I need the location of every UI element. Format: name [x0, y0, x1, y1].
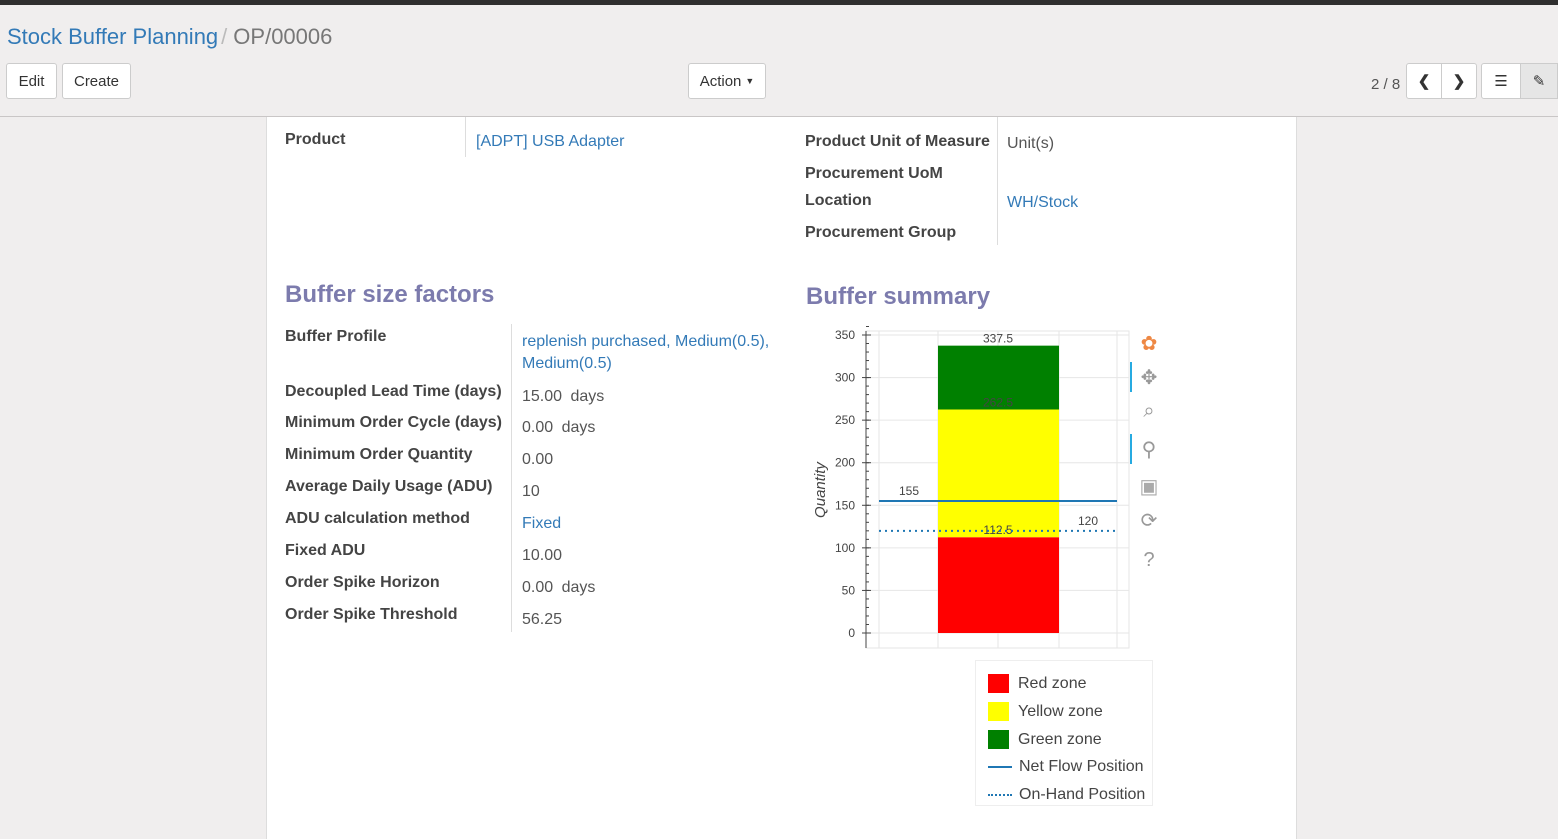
- factor-label: Order Spike Horizon: [285, 574, 440, 591]
- legend-green-zone: Green zone: [988, 730, 1102, 749]
- line-label: 120: [1078, 514, 1098, 528]
- factor-value: 15.00 days: [522, 388, 605, 405]
- chevron-right-icon: ❯: [1452, 73, 1466, 90]
- factor-label: Buffer Profile: [285, 328, 387, 345]
- factor-label: Fixed ADU: [285, 542, 366, 559]
- create-button[interactable]: Create: [62, 63, 131, 99]
- bar-green-zone: [938, 345, 1059, 410]
- buffer-summary-title: Buffer summary: [806, 283, 991, 310]
- list-icon: ☰: [1494, 73, 1508, 90]
- breadcrumb: Stock Buffer Planning / OP/00006: [7, 24, 333, 49]
- legend-yellow-zone: Yellow zone: [988, 702, 1103, 721]
- form-view-button[interactable]: ✎: [1520, 63, 1558, 99]
- location-link[interactable]: WH/Stock: [1007, 194, 1079, 211]
- line-label: 155: [899, 484, 919, 498]
- factor-value: 0.00: [522, 451, 554, 468]
- factor-label: Decoupled Lead Time (days): [285, 383, 502, 400]
- edit-icon: ✎: [1532, 73, 1546, 90]
- factor-value: 10.00: [522, 547, 563, 564]
- factor-value: 0.00 days: [522, 579, 596, 596]
- legend-red-zone: Red zone: [988, 674, 1087, 693]
- factor-label: Minimum Order Cycle (days): [285, 414, 502, 431]
- procurement-group-label: Procurement Group: [805, 224, 957, 241]
- factor-value: 10: [522, 483, 540, 500]
- bar-yellow-zone: [938, 409, 1059, 538]
- factor-value: 0.00 days: [522, 419, 596, 436]
- list-view-button[interactable]: ☰: [1481, 63, 1521, 99]
- pager-value: 2 / 8: [1371, 76, 1401, 93]
- box-zoom-icon[interactable]: ⌕: [1143, 400, 1154, 422]
- control-panel: Stock Buffer Planning / OP/00006: [0, 5, 1558, 117]
- factor-label: Average Daily Usage (ADU): [285, 478, 493, 495]
- location-label: Location: [805, 192, 872, 209]
- save-icon[interactable]: ▣: [1140, 476, 1159, 498]
- edit-button[interactable]: Edit: [6, 63, 57, 99]
- bar-red-zone: [938, 537, 1059, 633]
- y-tick-label: 50: [842, 583, 856, 597]
- bokeh-logo-icon[interactable]: ✿: [1141, 333, 1158, 355]
- y-tick-label: 200: [835, 456, 855, 470]
- wheel-zoom-icon[interactable]: ⚲: [1142, 439, 1157, 461]
- action-label: Action: [699, 72, 742, 90]
- chevron-left-icon: ❮: [1417, 73, 1431, 90]
- y-tick-label: 300: [835, 371, 855, 385]
- next-button[interactable]: ❯: [1441, 63, 1477, 99]
- product-link[interactable]: [ADPT] USB Adapter: [476, 133, 625, 150]
- breadcrumb-parent[interactable]: Stock Buffer Planning: [7, 24, 219, 49]
- y-axis-label: Quantity: [812, 461, 829, 518]
- product-label: Product: [285, 131, 346, 148]
- uom-label: Product Unit of Measure: [805, 133, 990, 150]
- procurement-uom-label: Procurement UoM: [805, 165, 943, 182]
- factor-value[interactable]: replenish purchased, Medium(0.5), Medium…: [522, 333, 770, 372]
- breadcrumb-current: OP/00006: [233, 24, 333, 49]
- bar-label: 337.5: [983, 332, 1013, 346]
- factor-unit: days: [561, 579, 596, 596]
- bar-label: 262.5: [983, 396, 1013, 410]
- legend-on-hand: On-Hand Position: [988, 785, 1145, 804]
- pan-icon[interactable]: ✥: [1141, 367, 1158, 389]
- y-tick-label: 150: [835, 498, 855, 512]
- top-bar: [0, 0, 1558, 5]
- factor-label: Minimum Order Quantity: [285, 446, 473, 463]
- buffer-size-factors-title: Buffer size factors: [285, 281, 495, 308]
- action-dropdown[interactable]: Action ▼: [688, 63, 766, 99]
- buffer-chart: 0 50 100 150 200 250 300 350 Quantity 112.5 262.5 3…: [812, 325, 1159, 649]
- y-tick-label: 0: [848, 626, 855, 640]
- y-tick-label: 100: [835, 541, 855, 555]
- chart-legend: Red zone Yellow zone Green zone Net Flow…: [975, 660, 1153, 806]
- help-icon[interactable]: ?: [1143, 549, 1154, 571]
- previous-button[interactable]: ❮: [1406, 63, 1442, 99]
- factor-value: 56.25: [522, 611, 563, 628]
- uom-value: Unit(s): [1007, 135, 1055, 152]
- factor-label: Order Spike Threshold: [285, 606, 458, 623]
- y-tick-label: 250: [835, 413, 855, 427]
- factor-value[interactable]: Fixed: [522, 515, 562, 532]
- legend-net-flow: Net Flow Position: [988, 757, 1144, 776]
- factor-unit: days: [570, 388, 605, 405]
- reset-icon[interactable]: ⟳: [1141, 510, 1158, 532]
- factor-label: ADU calculation method: [285, 510, 470, 527]
- caret-down-icon: ▼: [745, 76, 755, 86]
- factor-unit: days: [561, 419, 596, 436]
- y-tick-label: 350: [835, 328, 855, 342]
- bar-label: 112.5: [983, 523, 1012, 537]
